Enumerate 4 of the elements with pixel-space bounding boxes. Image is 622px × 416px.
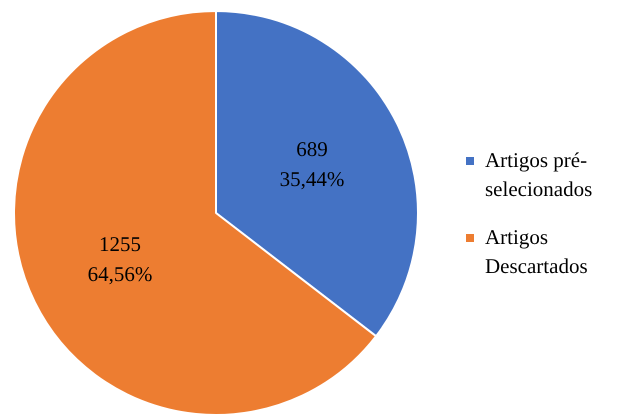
- data-label: 689 35,44%: [280, 137, 344, 192]
- legend-label: Artigos pré-selecionados: [485, 147, 594, 203]
- legend-label: Artigos Descartados: [485, 224, 589, 280]
- data-label: 1255 64,56%: [88, 232, 152, 286]
